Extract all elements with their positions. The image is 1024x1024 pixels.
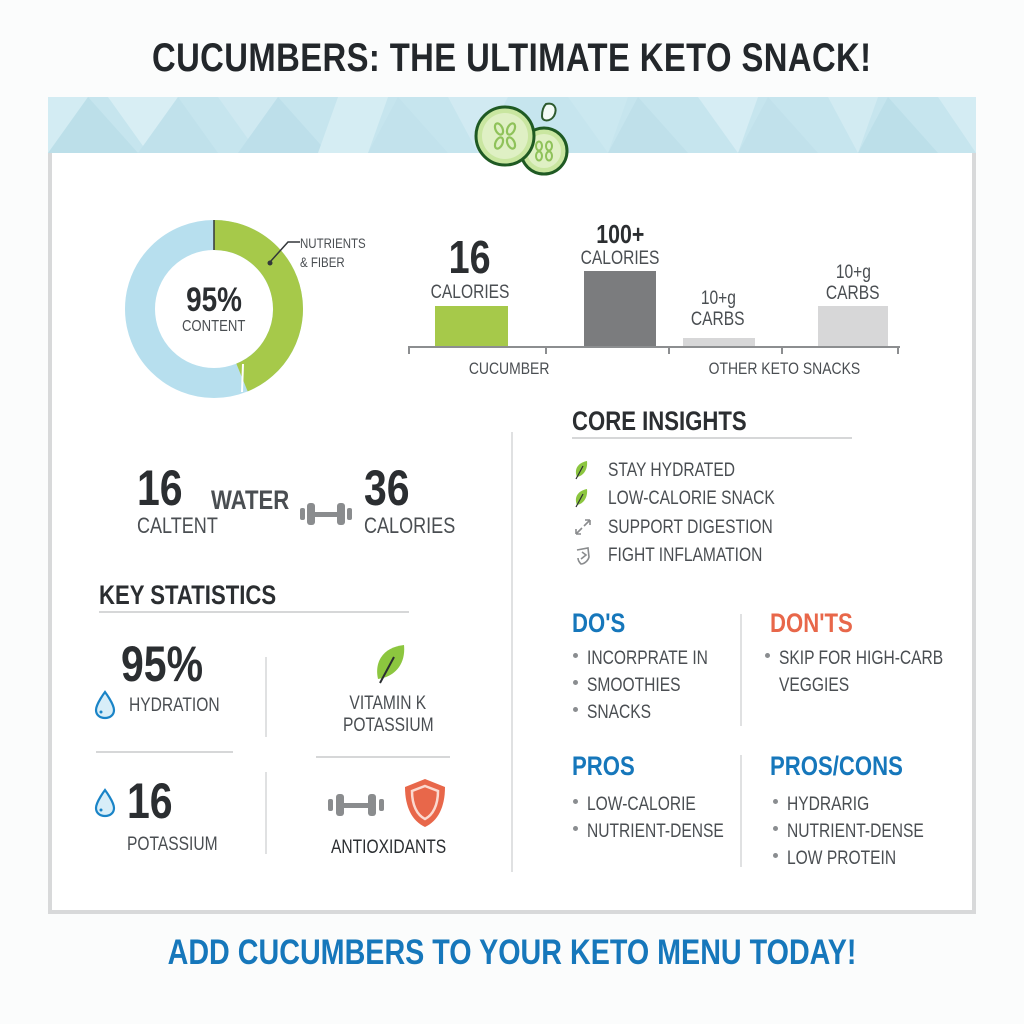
list-item: LOW PROTEIN [771,845,954,872]
list-item: SNACKS [571,699,734,726]
insight-item: SUPPORT DIGESTION [608,517,773,538]
divider [99,611,409,613]
dumbbell-icon [328,792,384,823]
list-item: NUTRIENT-DENSE [571,818,754,845]
bar-cucumber-calories [435,306,508,346]
donut-center-label: CONTENT [182,318,246,335]
pros-cons-heading: PROS/CONS [770,751,903,781]
stat-16: 16 CALTENT [137,460,218,538]
leaf-icon [372,643,406,690]
divider [572,437,852,439]
expand-arrows-icon [574,518,592,541]
leaf-icon [573,488,589,513]
stat-hydration-label: HYDRATION [129,695,220,716]
stat-water-label: WATER [211,485,290,515]
donts-list: SKIP FOR HIGH-CARB VEGGIES [763,645,963,699]
cucumber-slices-icon [470,100,570,185]
axis-tick [545,346,547,354]
divider [316,756,450,758]
list-item: NUTRIENT-DENSE [771,818,954,845]
core-insights-heading: CORE INSIGHTS [572,406,747,436]
stat-potassium-value: 16 [127,773,173,829]
bar-axis [408,346,900,348]
donut-callout: NUTRIENTS & FIBER [300,235,366,270]
bar-label-2: 100+ CALORIES [580,219,660,269]
water-drop-icon [93,788,117,823]
shield-icon [402,777,448,834]
list-item: LOW-CALORIE [571,791,754,818]
divider [740,755,742,867]
stat-antioxidants-label: ANTIOXIDANTS [331,837,447,858]
pros-heading: PROS [572,751,635,781]
donts-heading: DON'TS [770,608,853,638]
axis-tick [408,346,410,354]
stat-hydration-value: 95% [121,636,204,692]
dos-heading: DO'S [572,608,626,638]
stat-vitamin-k: VITAMIN K POTASSIUM [342,693,434,736]
dos-list: INCORPRATE IN SMOOTHIES SNACKS [571,645,734,726]
bar-label-4: 10+g CARBS [826,262,880,304]
footer-cta: ADD CUCUMBERS TO YOUR KETO MENU TODAY! [167,933,857,972]
list-item: INCORPRATE IN [571,645,734,672]
bar-label-3: 10+g CARBS [691,288,745,330]
group-label-other: OTHER KETO SNACKS [708,359,860,378]
divider [96,751,233,753]
donut-center: 95% CONTENT [154,282,274,336]
stat-potassium-label: POTASSIUM [127,834,218,855]
divider [740,614,742,726]
donut-center-value: 95% [186,281,242,319]
insight-item: FIGHT INFLAMATION [608,545,763,566]
divider [265,657,267,737]
page-title: CUCUMBERS: THE ULTIMATE KETO SNACK! [152,36,872,80]
bar-other-carbs-1 [683,338,755,346]
list-item: SMOOTHIES [571,672,734,699]
pros-list: LOW-CALORIE NUTRIENT-DENSE [571,791,754,845]
shield-icon [574,546,592,571]
bar-other-carbs-2 [818,306,888,346]
dumbbell-icon [300,501,352,532]
stat-36: 36 CALORIES [364,460,456,538]
list-item: SKIP FOR HIGH-CARB VEGGIES [763,645,963,699]
bar-other-calories [584,271,656,346]
insight-item: STAY HYDRATED [608,460,735,481]
pros-cons-list: HYDRARIG NUTRIENT-DENSE LOW PROTEIN [771,791,954,872]
water-drop-icon [93,690,117,725]
leaf-icon [573,460,589,485]
list-item: HYDRARIG [771,791,954,818]
callout-leader-line [267,241,300,266]
column-divider [511,432,513,872]
divider [265,772,267,854]
axis-tick [897,346,899,354]
insight-item: LOW-CALORIE SNACK [608,488,775,509]
bar-label-1: 16 CALORIES [430,231,510,303]
water-content-donut-chart [124,220,304,405]
axis-tick [668,346,670,354]
axis-tick [781,346,783,354]
group-label-cucumber: CUCUMBER [468,359,550,378]
key-statistics-heading: KEY STATISTICS [99,580,277,610]
